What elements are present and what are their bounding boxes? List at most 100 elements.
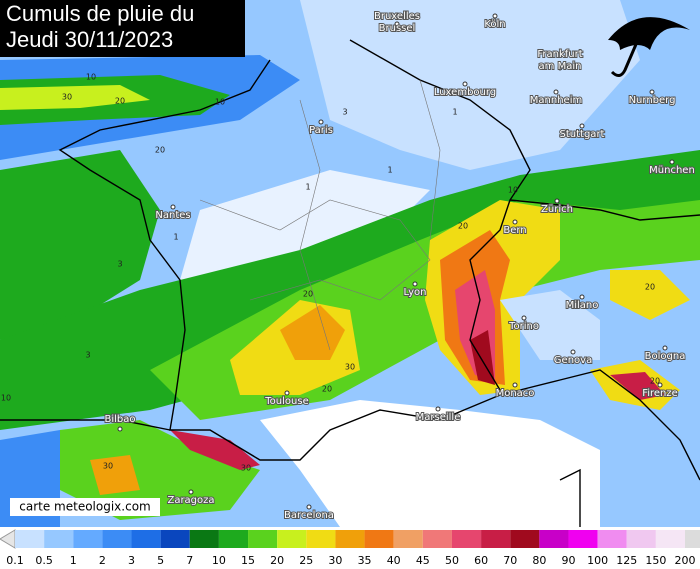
legend-label: 7: [186, 554, 193, 567]
legend-swatch: [131, 530, 161, 548]
city-dot: [512, 382, 518, 388]
legend-swatch: [73, 530, 103, 548]
city-label: Toulouse: [264, 396, 308, 407]
contour-label: 30: [345, 363, 355, 372]
legend: 0.1 0.5 1 2 3 5 7 10 15 20 25 30 35 40 45 50 60 70 80 90 100…: [0, 529, 700, 567]
legend-swatch: [393, 530, 423, 548]
city-dot: [492, 13, 498, 19]
legend-label: 25: [299, 554, 313, 567]
city-dot: [557, 65, 563, 71]
contour-label: 20: [155, 146, 165, 155]
contour-label: 10: [215, 98, 225, 107]
legend-swatch: [568, 530, 598, 548]
legend-swatch: [102, 530, 132, 548]
contour-label: 20: [303, 290, 313, 299]
city-dot: [318, 119, 324, 125]
city-dot: [462, 81, 468, 87]
contour-label: 10: [86, 73, 96, 82]
city-dot: [284, 390, 290, 396]
legend-swatch: [422, 530, 452, 548]
city-dot: [394, 21, 400, 27]
borders: [0, 39, 700, 527]
city-label: Genova: [554, 355, 592, 366]
legend-label: 5: [157, 554, 164, 567]
legend-label: 0.5: [35, 554, 53, 567]
contour-label: 3: [85, 351, 90, 360]
legend-label: 35: [358, 554, 372, 567]
contour-label: 1: [387, 166, 392, 175]
city-label: München: [649, 165, 695, 176]
contour-label: 3: [342, 108, 347, 117]
legend-swatch: [335, 530, 365, 548]
city-label: Zaragoza: [167, 495, 214, 506]
legend-swatch: [655, 530, 685, 548]
city-label: Zürich: [541, 204, 573, 215]
legend-swatch: [218, 530, 249, 548]
city-label: Brussel: [379, 23, 416, 34]
contour-label: 20: [458, 222, 468, 231]
regions: [199, 79, 441, 351]
contour-label: 1: [452, 108, 457, 117]
legend-swatch: [277, 530, 307, 548]
legend-label: 125: [616, 554, 637, 567]
city-dot: [579, 294, 585, 300]
legend-swatch: [626, 530, 656, 548]
contour-label: 30: [103, 462, 113, 471]
city-label: Marseille: [416, 412, 461, 423]
legend-label: 80: [532, 554, 546, 567]
legend-label: 70: [503, 554, 517, 567]
title-line: Jeudi 30/11/2023: [6, 27, 173, 52]
city-dot: [306, 504, 312, 510]
legend-swatch: [306, 530, 336, 548]
city-dot: [669, 159, 675, 165]
city-dot: [512, 219, 518, 225]
title-line: Cumuls de pluie du: [6, 1, 194, 26]
umbrella-icon: [608, 17, 690, 77]
city-label: Torino: [508, 321, 539, 332]
city-label: Mannheim: [530, 95, 582, 106]
precipitation-field: [0, 0, 700, 527]
legend-label: 100: [587, 554, 608, 567]
legend-swatch: [15, 530, 45, 548]
city-dot: [554, 198, 560, 204]
city-dot: [662, 345, 668, 351]
legend-swatch: [685, 530, 700, 548]
legend-label: 2: [99, 554, 106, 567]
city-dot: [553, 89, 559, 95]
city-dot: [521, 315, 527, 321]
city-label: Nantes: [155, 210, 190, 221]
contour-label: 30: [62, 93, 72, 102]
city-dot: [412, 281, 418, 287]
legend-label: 40: [387, 554, 401, 567]
city-label: Bologna: [645, 351, 686, 362]
city-label: Bilbao: [104, 414, 135, 425]
city-label: am Main: [539, 61, 582, 72]
city-dot: [570, 349, 576, 355]
contour-label: 30: [241, 464, 251, 473]
city-label: Lyon: [403, 287, 426, 298]
legend-swatch: [189, 530, 219, 548]
city-label: Bruxelles: [374, 11, 420, 22]
legend-label: 15: [241, 554, 255, 567]
contour-label: 1: [173, 233, 178, 242]
legend-swatch: [597, 530, 627, 548]
legend-label: 90: [561, 554, 575, 567]
city-label: Firenze: [642, 388, 678, 399]
city-label: Milano: [566, 300, 599, 311]
legend-swatch: [364, 530, 394, 548]
city-label: Bern: [503, 225, 526, 236]
city-dot: [657, 382, 663, 388]
city-label: Paris: [309, 125, 333, 136]
legend-swatch: [481, 530, 511, 548]
legend-swatch: [44, 530, 74, 548]
legend-swatch: [451, 530, 482, 548]
legend-label: 50: [445, 554, 459, 567]
legend-label: 30: [328, 554, 342, 567]
city-label: Frankfurt: [537, 49, 582, 60]
city-dot: [117, 426, 123, 432]
contour-label: 20: [645, 283, 655, 292]
legend-label: 20: [270, 554, 284, 567]
city-label: Barcelona: [284, 510, 334, 521]
contour-label: 10: [1, 394, 11, 403]
